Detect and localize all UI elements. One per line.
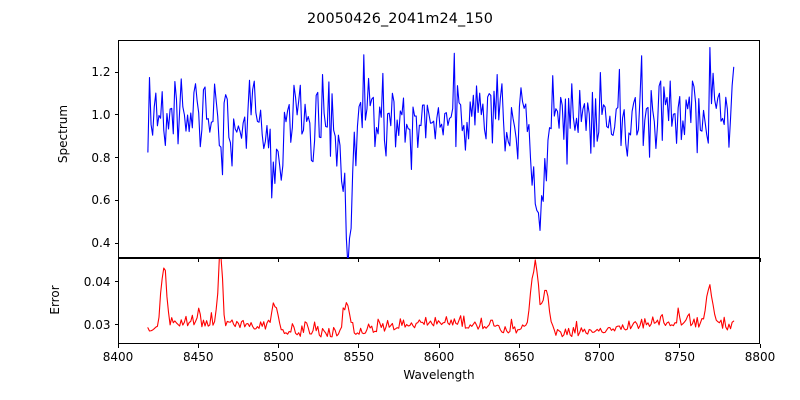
y-tick-mark <box>114 157 118 159</box>
x-tick-mark <box>197 258 199 262</box>
y-tick-label: 0.04 <box>83 274 111 289</box>
spectrum-y-axis-label: Spectrum <box>56 104 70 164</box>
x-tick-mark <box>518 258 520 262</box>
x-tick-mark <box>278 344 280 348</box>
x-tick-mark <box>759 258 761 262</box>
page-title: 20050426_2041m24_150 <box>306 11 494 27</box>
error-y-axis-label: Error <box>48 285 62 315</box>
y-tick-mark <box>114 281 118 283</box>
y-tick-label: 1.2 <box>91 65 111 80</box>
y-tick-mark <box>114 199 118 201</box>
x-tick-label: 8550 <box>343 350 375 364</box>
x-tick-label: 8600 <box>423 350 455 364</box>
x-tick-mark <box>599 258 601 262</box>
x-tick-mark <box>117 258 119 262</box>
x-axis-label: Wavelength <box>403 368 475 382</box>
x-tick-mark <box>679 258 681 262</box>
y-tick-mark <box>114 324 118 326</box>
error-plot-area <box>147 259 735 338</box>
x-tick-mark <box>117 344 119 348</box>
y-tick-label: 0.6 <box>91 193 111 208</box>
spectrum-trace <box>147 47 735 259</box>
x-tick-label: 8400 <box>102 350 134 364</box>
x-tick-mark <box>197 344 199 348</box>
x-tick-mark <box>358 344 360 348</box>
y-tick-label: 0.4 <box>91 236 111 251</box>
x-tick-label: 8700 <box>584 350 615 364</box>
y-tick-mark <box>114 242 118 244</box>
x-tick-label: 8450 <box>182 350 214 364</box>
x-tick-label: 8800 <box>744 350 776 364</box>
x-tick-label: 8750 <box>664 350 696 364</box>
x-tick-mark <box>518 344 520 348</box>
y-tick-mark <box>114 114 118 116</box>
spectrum-panel <box>118 40 760 259</box>
x-tick-mark <box>599 344 601 348</box>
x-tick-mark <box>438 344 440 348</box>
error-panel <box>118 258 760 344</box>
x-tick-mark <box>358 258 360 262</box>
y-tick-label: 1.0 <box>91 107 111 122</box>
y-tick-label: 0.03 <box>83 317 111 332</box>
spectrum-plot-area <box>147 47 735 259</box>
y-tick-mark <box>114 71 118 73</box>
x-tick-mark <box>679 344 681 348</box>
x-tick-mark <box>438 258 440 262</box>
x-tick-label: 8650 <box>503 350 535 364</box>
y-tick-label: 0.8 <box>91 150 111 165</box>
error-trace <box>147 259 735 338</box>
x-tick-label: 8500 <box>263 350 294 364</box>
x-tick-mark <box>759 344 761 348</box>
x-tick-mark <box>278 258 280 262</box>
